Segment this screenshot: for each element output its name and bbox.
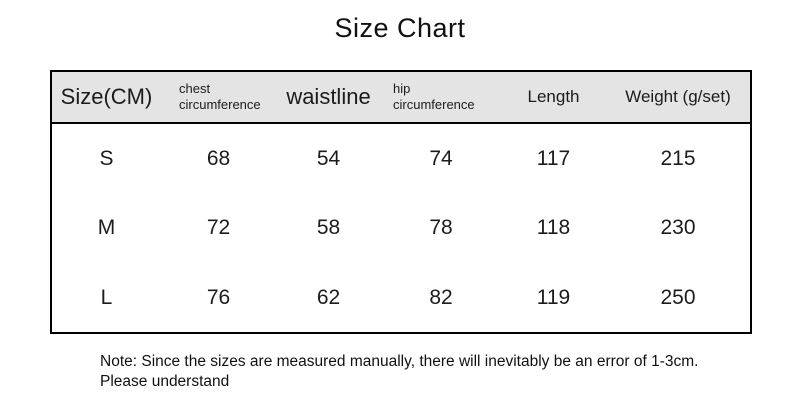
- value-cell: 68: [161, 123, 276, 193]
- value-cell: 76: [161, 263, 276, 333]
- header-chest-circumference: chest circumference: [161, 71, 276, 124]
- value-cell: 78: [381, 193, 501, 263]
- size-chart-table-container: Size(CM) chest circumference waistline h…: [50, 70, 752, 334]
- header-hip-circumference: hip circumference: [381, 71, 501, 124]
- value-cell: 74: [381, 123, 501, 193]
- header-length: Length: [501, 71, 606, 124]
- header-waistline: waistline: [276, 71, 381, 124]
- page-title: Size Chart: [334, 13, 466, 43]
- value-cell: 215: [606, 123, 751, 193]
- value-cell: 62: [276, 263, 381, 333]
- size-cell: M: [51, 193, 161, 263]
- value-cell: 72: [161, 193, 276, 263]
- header-row: Size(CM) chest circumference waistline h…: [51, 71, 751, 124]
- value-cell: 230: [606, 193, 751, 263]
- table-row: S 68 54 74 117 215: [51, 123, 751, 193]
- header-weight: Weight (g/set): [606, 71, 751, 124]
- value-cell: 117: [501, 123, 606, 193]
- header-size: Size(CM): [51, 71, 161, 124]
- value-cell: 58: [276, 193, 381, 263]
- table-row: L 76 62 82 119 250: [51, 263, 751, 333]
- table-row: M 72 58 78 118 230: [51, 193, 751, 263]
- size-cell: L: [51, 263, 161, 333]
- size-cell: S: [51, 123, 161, 193]
- size-chart-table: Size(CM) chest circumference waistline h…: [50, 70, 752, 334]
- value-cell: 118: [501, 193, 606, 263]
- value-cell: 54: [276, 123, 381, 193]
- value-cell: 119: [501, 263, 606, 333]
- value-cell: 250: [606, 263, 751, 333]
- value-cell: 82: [381, 263, 501, 333]
- note-text: Note: Since the sizes are measured manua…: [100, 353, 699, 391]
